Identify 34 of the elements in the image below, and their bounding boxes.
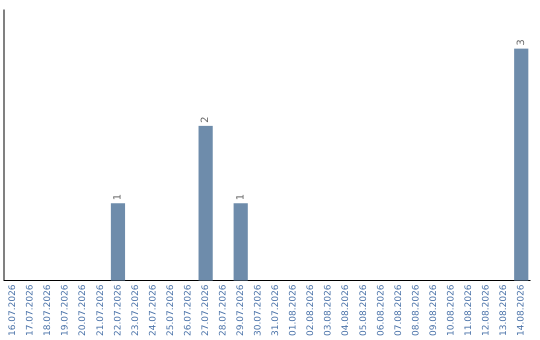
- x-tick-label: 30.07.2026: [254, 284, 264, 336]
- x-tick-label: 24.07.2026: [148, 284, 158, 336]
- x-tick-label: 11.08.2026: [464, 284, 474, 336]
- data-label: 2: [200, 116, 212, 123]
- data-label: 3: [516, 39, 527, 46]
- x-tick-label: 20.07.2026: [78, 284, 88, 336]
- x-tick-label: 22.07.2026: [113, 284, 124, 336]
- x-tick-label: 19.07.2026: [60, 284, 71, 336]
- x-tick-label: 18.07.2026: [43, 284, 54, 336]
- x-tick-label: 13.08.2026: [499, 284, 510, 336]
- x-tick-label: 04.08.2026: [341, 284, 352, 336]
- x-tick-label: 08.08.2026: [411, 284, 422, 336]
- x-tick-label: 27.07.2026: [200, 284, 211, 336]
- x-tick-label: 07.08.2026: [394, 284, 404, 336]
- x-tick-label: 09.08.2026: [428, 284, 439, 336]
- x-tick-label: 06.08.2026: [376, 284, 386, 336]
- x-tick-label: 31.07.2026: [271, 284, 282, 336]
- x-tick-label: 17.07.2026: [26, 284, 36, 336]
- data-label: 1: [112, 194, 124, 200]
- x-tick-label: 05.08.2026: [358, 284, 369, 336]
- x-tick-label: 28.07.2026: [218, 284, 229, 336]
- x-tick-label: 02.08.2026: [306, 284, 316, 336]
- data-label: 1: [235, 194, 246, 200]
- x-tick-label: 29.07.2026: [236, 284, 246, 336]
- x-tick-label: 03.08.2026: [324, 284, 334, 336]
- x-tick-label: 25.07.2026: [166, 284, 176, 336]
- x-tick-label: 10.08.2026: [446, 284, 456, 336]
- x-tick-label: 14.08.2026: [516, 284, 527, 336]
- x-tick-label: 12.08.2026: [482, 284, 492, 336]
- x-tick-label: 21.07.2026: [96, 284, 106, 336]
- x-tick-label: 01.08.2026: [288, 284, 299, 336]
- x-tick-label: 16.07.2026: [8, 284, 18, 336]
- x-tick-label: 26.07.2026: [183, 284, 194, 336]
- x-tick-label: 23.07.2026: [130, 284, 141, 336]
